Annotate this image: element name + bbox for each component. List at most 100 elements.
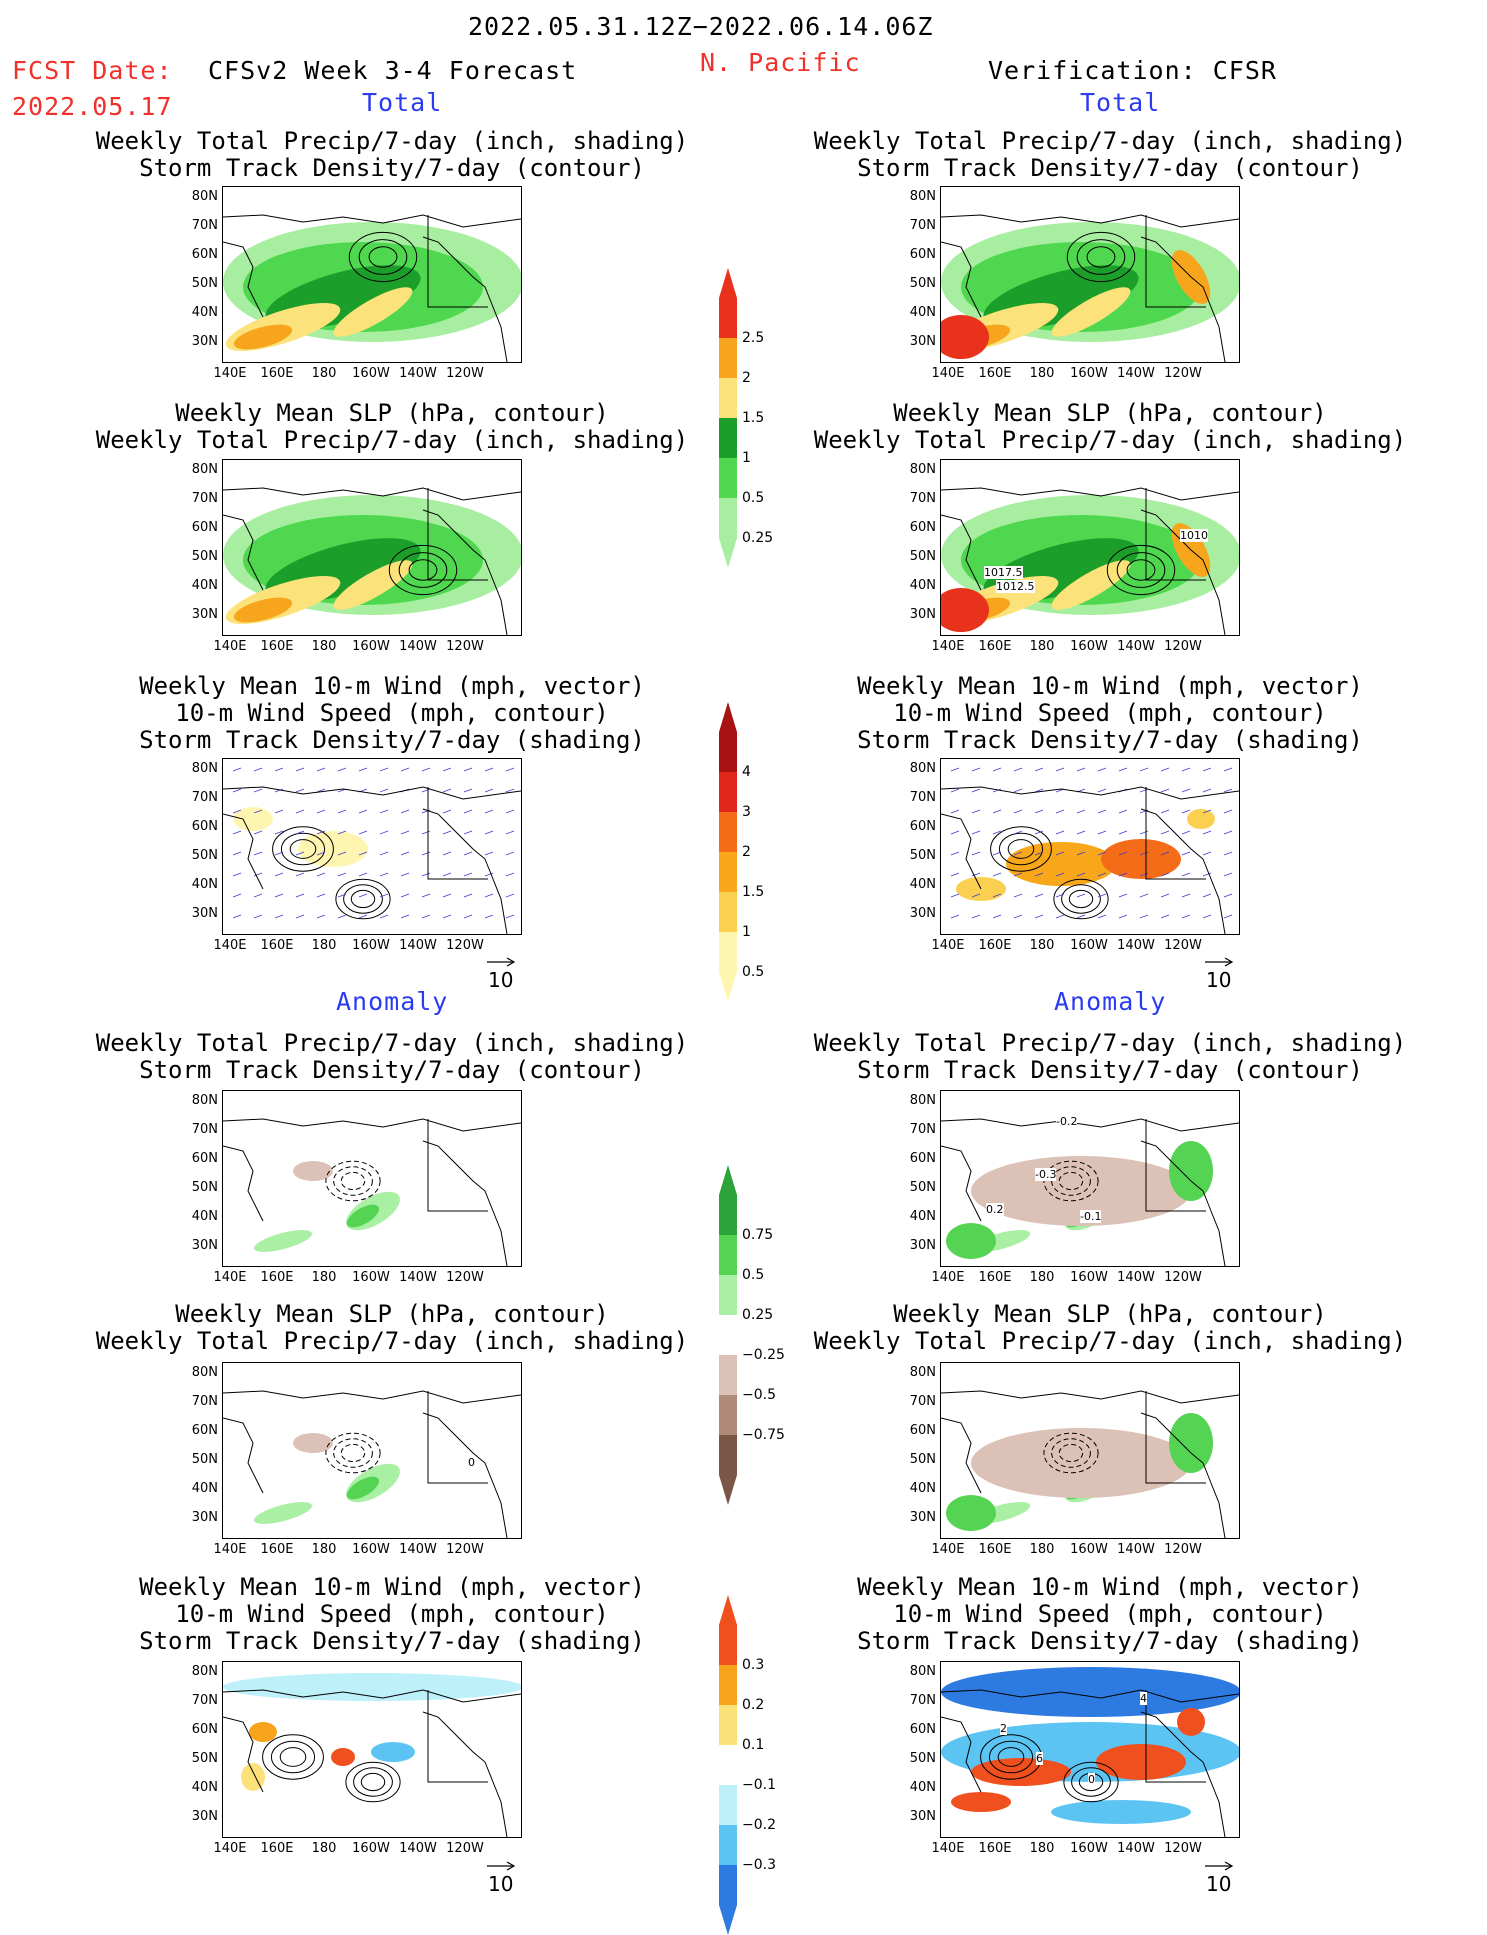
lon-tick-label: 120W — [1164, 1542, 1202, 1557]
map-panel-r2 — [940, 459, 1240, 636]
lat-tick-label: 80N — [191, 1664, 218, 1679]
lon-tick-label: 140E — [931, 1542, 965, 1557]
lon-tick-label: 180 — [311, 1841, 337, 1856]
lat-tick-label: 70N — [191, 1693, 218, 1708]
lat-tick-label: 50N — [909, 1452, 936, 1467]
map-field — [941, 1667, 1239, 1837]
contour-label: 4 — [1140, 1692, 1147, 1705]
lat-tick-label: 60N — [909, 819, 936, 834]
lat-tick-label: 80N — [191, 761, 218, 776]
vector-ref-label: 10 — [1206, 968, 1232, 992]
lat-tick-label: 60N — [909, 247, 936, 262]
map-field — [941, 1390, 1239, 1538]
lon-tick-label: 140W — [399, 1841, 437, 1856]
lat-tick-label: 70N — [909, 790, 936, 805]
lon-tick-label: 140E — [931, 366, 965, 381]
lon-tick-label: 140E — [931, 1270, 965, 1285]
lat-tick-label: 30N — [191, 1238, 218, 1253]
lat-tick-label: 40N — [909, 1780, 936, 1795]
colorbar-label: −0.2 — [742, 1817, 776, 1833]
lon-tick-label: 160W — [1070, 1542, 1108, 1557]
lat-tick-label: 70N — [909, 218, 936, 233]
colorbar-precip-anomaly — [719, 1165, 737, 1505]
colorbar-label: −0.25 — [742, 1347, 785, 1363]
title-r3: Weekly Mean 10-m Wind (mph, vector) 10-m … — [857, 672, 1363, 754]
lat-tick-label: 60N — [909, 1151, 936, 1166]
lat-tick-label: 60N — [191, 247, 218, 262]
lon-tick-label: 180 — [1029, 1542, 1055, 1557]
lat-tick-label: 30N — [191, 1510, 218, 1525]
colorbar-label: 2 — [742, 370, 751, 386]
map-field — [223, 1673, 521, 1837]
colorbar-label: 4 — [742, 764, 751, 780]
lat-tick-label: 50N — [909, 848, 936, 863]
contour-label: -0.2 — [1056, 1115, 1078, 1128]
map-panel-l1 — [222, 186, 522, 363]
map-field — [941, 214, 1239, 362]
title-l2: Weekly Mean SLP (hPa, contour) Weekly Tot… — [95, 399, 689, 454]
lat-tick-label: 30N — [909, 1809, 936, 1824]
lat-tick-label: 40N — [909, 305, 936, 320]
section-total-left: Total — [362, 88, 443, 117]
lon-tick-label: 140E — [213, 1270, 247, 1285]
lon-tick-label: 180 — [1029, 366, 1055, 381]
lat-tick-label: 70N — [191, 491, 218, 506]
lon-tick-label: 180 — [311, 366, 337, 381]
colorbar-label: 3 — [742, 804, 751, 820]
section-anomaly-left: Anomaly — [336, 987, 449, 1016]
map-field — [941, 767, 1239, 934]
lon-tick-label: 140W — [1117, 1542, 1155, 1557]
lon-tick-label: 180 — [1029, 1841, 1055, 1856]
lat-tick-label: 50N — [191, 1180, 218, 1195]
lat-tick-label: 40N — [191, 578, 218, 593]
lat-tick-label: 80N — [909, 462, 936, 477]
colorbar-label: −0.5 — [742, 1387, 776, 1403]
lon-tick-label: 120W — [1164, 938, 1202, 953]
lat-tick-label: 50N — [909, 1180, 936, 1195]
lon-tick-label: 140E — [931, 1841, 965, 1856]
title-l4: Weekly Total Precip/7-day (inch, shading… — [95, 1029, 689, 1084]
lat-tick-label: 70N — [191, 1122, 218, 1137]
lat-tick-label: 80N — [909, 1664, 936, 1679]
lat-tick-label: 40N — [909, 877, 936, 892]
lat-tick-label: 60N — [909, 1423, 936, 1438]
lat-tick-label: 30N — [909, 1238, 936, 1253]
lat-tick-label: 80N — [909, 1093, 936, 1108]
vector-ref-label: 10 — [1206, 1872, 1232, 1896]
lat-tick-label: 30N — [191, 906, 218, 921]
colorbar-label: 2.5 — [742, 330, 765, 346]
lon-tick-label: 160W — [352, 639, 390, 654]
lon-tick-label: 120W — [1164, 1841, 1202, 1856]
lat-tick-label: 70N — [909, 1693, 936, 1708]
lon-tick-label: 180 — [1029, 639, 1055, 654]
lat-tick-label: 80N — [191, 462, 218, 477]
lon-tick-label: 180 — [311, 639, 337, 654]
map-field — [223, 1118, 521, 1266]
lat-tick-label: 30N — [191, 334, 218, 349]
lat-tick-label: 70N — [909, 1394, 936, 1409]
lat-tick-label: 30N — [909, 1510, 936, 1525]
lat-tick-label: 50N — [191, 1751, 218, 1766]
contour-label: 0.2 — [986, 1203, 1004, 1216]
map-panel-l5 — [222, 1362, 522, 1539]
lat-tick-label: 60N — [191, 1151, 218, 1166]
lon-tick-label: 120W — [1164, 1270, 1202, 1285]
colorbar-label: 2 — [742, 844, 751, 860]
colorbar-label: −0.3 — [742, 1857, 776, 1873]
lat-tick-label: 30N — [191, 607, 218, 622]
title-r1: Weekly Total Precip/7-day (inch, shading… — [813, 127, 1407, 182]
lon-tick-label: 160W — [1070, 938, 1108, 953]
title-r4: Weekly Total Precip/7-day (inch, shading… — [813, 1029, 1407, 1084]
lat-tick-label: 80N — [191, 1365, 218, 1380]
title-l5: Weekly Mean SLP (hPa, contour) Weekly Tot… — [95, 1300, 689, 1355]
lon-tick-label: 140W — [1117, 1841, 1155, 1856]
title-r6: Weekly Mean 10-m Wind (mph, vector) 10-m … — [857, 1573, 1363, 1655]
lon-tick-label: 160E — [978, 1270, 1012, 1285]
lon-tick-label: 160E — [260, 1841, 294, 1856]
map-panel-l6 — [222, 1661, 522, 1838]
contour-label: 1017.5 — [984, 566, 1023, 579]
colorbar-label: 1 — [742, 924, 751, 940]
lon-tick-label: 160E — [978, 1841, 1012, 1856]
lon-tick-label: 180 — [311, 938, 337, 953]
lon-tick-label: 120W — [1164, 639, 1202, 654]
